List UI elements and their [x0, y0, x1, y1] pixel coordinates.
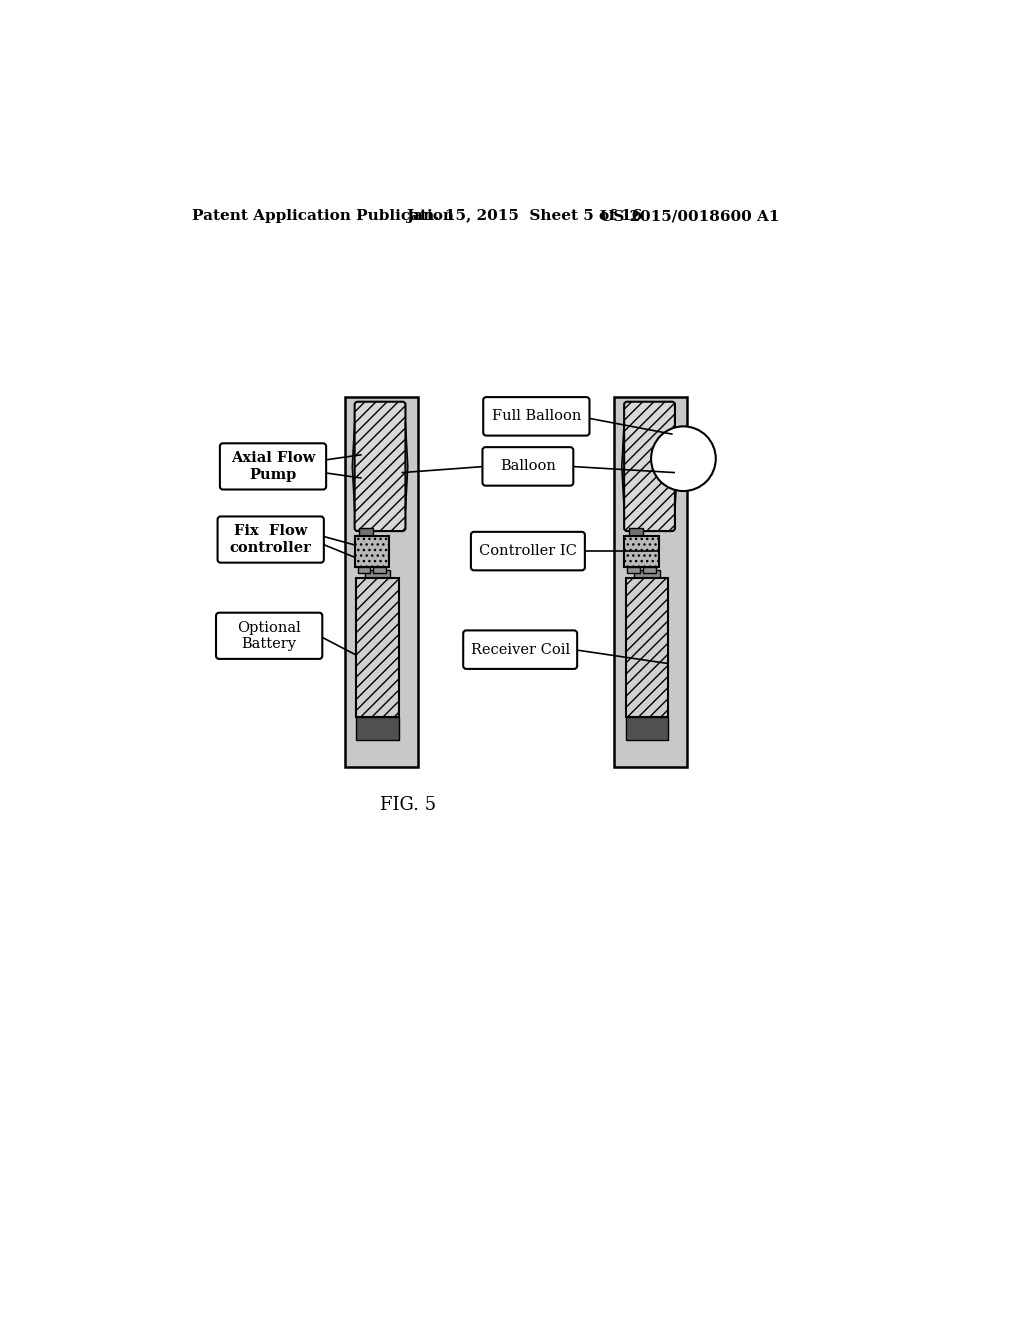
FancyBboxPatch shape [220, 444, 326, 490]
Bar [357, 566, 371, 573]
Text: Optional
Battery: Optional Battery [238, 620, 301, 651]
FancyBboxPatch shape [482, 447, 573, 486]
Bar [359, 528, 373, 537]
Bar [614, 397, 687, 767]
Text: Receiver Coil: Receiver Coil [471, 643, 569, 656]
FancyBboxPatch shape [216, 612, 323, 659]
Bar [365, 570, 390, 578]
Text: Patent Application Publication: Patent Application Publication [193, 209, 455, 223]
FancyBboxPatch shape [625, 401, 675, 531]
Bar [628, 566, 640, 573]
Text: Controller IC: Controller IC [479, 544, 577, 558]
Circle shape [651, 426, 716, 491]
FancyBboxPatch shape [217, 516, 324, 562]
FancyBboxPatch shape [354, 401, 406, 531]
Bar [625, 536, 658, 566]
Bar [634, 570, 659, 578]
Bar [629, 528, 643, 537]
Bar [374, 566, 386, 573]
Bar [626, 578, 668, 717]
FancyBboxPatch shape [471, 532, 585, 570]
Text: Axial Flow
Pump: Axial Flow Pump [230, 451, 315, 482]
Text: FIG. 5: FIG. 5 [380, 796, 436, 814]
FancyBboxPatch shape [483, 397, 590, 436]
Bar [345, 397, 418, 767]
Bar [643, 566, 655, 573]
Bar [356, 578, 398, 717]
Text: Fix  Flow
controller: Fix Flow controller [229, 524, 311, 554]
FancyBboxPatch shape [463, 631, 578, 669]
Text: Full Balloon: Full Balloon [492, 409, 581, 424]
Bar [356, 717, 398, 739]
Bar [354, 536, 389, 566]
Bar [626, 717, 668, 739]
Text: US 2015/0018600 A1: US 2015/0018600 A1 [600, 209, 779, 223]
Text: Balloon: Balloon [500, 459, 556, 474]
Text: Jan. 15, 2015  Sheet 5 of 16: Jan. 15, 2015 Sheet 5 of 16 [407, 209, 642, 223]
